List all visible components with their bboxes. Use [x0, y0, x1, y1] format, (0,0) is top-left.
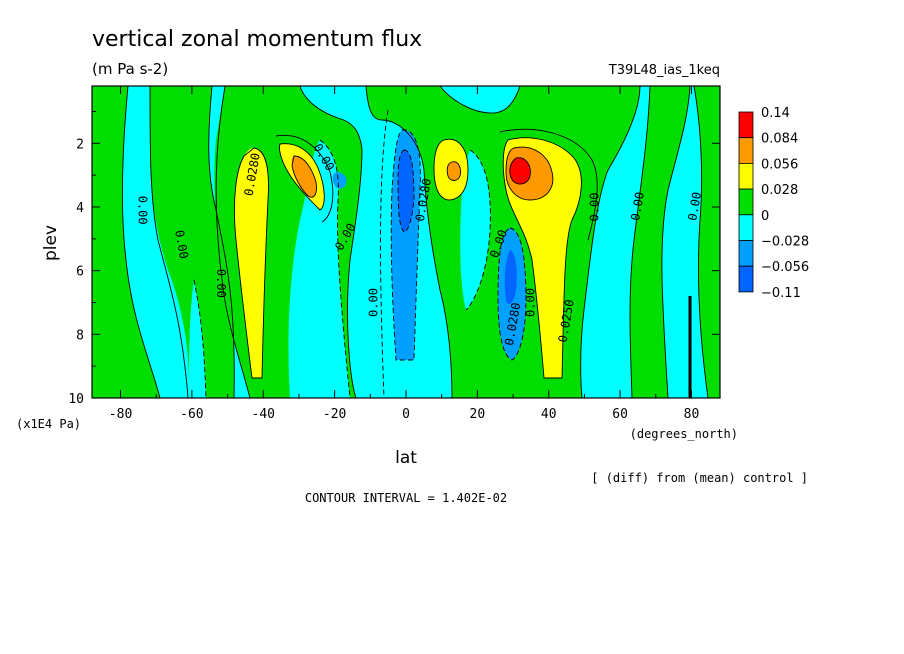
- colorbar-level-label: −0.056: [761, 260, 809, 275]
- colorbar-swatch: [738, 265, 754, 293]
- units-label: (m Pa s-2): [92, 60, 168, 78]
- contour-label: 0.00: [588, 193, 602, 222]
- contour-line: [439, 86, 521, 114]
- contour-label: 0.00: [366, 288, 380, 317]
- colorbar-swatch: [738, 162, 754, 190]
- contour-line: [433, 138, 469, 201]
- contour-line: [502, 137, 582, 379]
- contour-line: [497, 227, 527, 361]
- colorbar-swatch: [738, 111, 754, 139]
- colorbar-level-label: 0: [761, 209, 769, 224]
- contour-line: [390, 129, 421, 361]
- y-tick-label: 4: [76, 201, 84, 216]
- x-axis-label: lat: [395, 448, 417, 468]
- region-orange-28s: [291, 156, 317, 198]
- region-green-south-edge: [92, 86, 160, 398]
- x-tick-label: -80: [109, 407, 132, 422]
- region-orange-12n-core: [447, 161, 461, 181]
- contour-line: [505, 146, 554, 201]
- plot-area: 0.02800.000.000.000.000.000.000.02800.00…: [92, 86, 720, 398]
- x-tick-label: 80: [684, 407, 700, 422]
- contour-label: 0.00: [214, 269, 228, 298]
- contour-line: [397, 149, 415, 233]
- contour-line: [121, 86, 161, 398]
- x-tick-label: -60: [180, 407, 203, 422]
- contour-line: [661, 86, 691, 398]
- contour-label: 0.00: [628, 191, 647, 222]
- negative-contour-lines: [193, 109, 527, 398]
- run-label: T39L48_ias_1keq: [608, 63, 720, 78]
- colorbar-level-label: −0.11: [761, 286, 801, 301]
- contour-line: [319, 139, 351, 398]
- contour-label: 0.00: [685, 191, 704, 222]
- x-tick-label: 0: [402, 407, 410, 422]
- y-tick-label: 8: [76, 328, 84, 343]
- colorbar-level-label: 0.056: [761, 157, 798, 172]
- colorbar-level-label: −0.028: [761, 235, 809, 250]
- contour-line: [291, 155, 317, 198]
- colorbar: 0.14 0.084 0.056 0.028 0 −0.028 −0.056 −0.11: [738, 106, 809, 301]
- y-tick-label: 6: [76, 265, 84, 280]
- colorbar-level-label: 0.084: [761, 132, 798, 147]
- x-tick-label: -20: [323, 407, 346, 422]
- x-tick-label: 40: [541, 407, 557, 422]
- contour-interval-label: CONTOUR INTERVAL = 1.402E-02: [305, 491, 507, 505]
- y-axis-units: (x1E4 Pa): [16, 417, 81, 431]
- contour-line: [465, 149, 491, 311]
- contour-line: [693, 86, 709, 398]
- comparison-note: [ (diff) from (mean) control ]: [591, 471, 808, 485]
- colorbar-level-label: 0.14: [761, 106, 790, 121]
- region-yellow-40s: [234, 148, 269, 378]
- colorbar-swatch: [738, 137, 754, 164]
- contour-line: [499, 128, 598, 241]
- region-green-south-mid: [150, 86, 235, 398]
- contour-line: [279, 143, 325, 211]
- x-axis-units: (degrees_north): [630, 427, 738, 441]
- chart-title: vertical zonal momentum flux: [92, 27, 422, 52]
- contour-line: [380, 109, 389, 398]
- contour-label: 0.00: [172, 229, 191, 260]
- contour-line: [580, 86, 641, 398]
- contour-line: [446, 161, 461, 181]
- contour-line: [149, 86, 189, 398]
- region-red-35n: [509, 157, 531, 184]
- dark-blue-regions: [398, 150, 517, 305]
- contour-label: 0.00: [135, 196, 149, 225]
- contour-line: [234, 147, 269, 379]
- contour-line: [299, 86, 363, 398]
- contour-lines: [121, 86, 709, 398]
- y-tick-label: 10: [68, 392, 84, 407]
- contour-line: [275, 134, 334, 223]
- contour-label: 0.00: [523, 288, 537, 317]
- colorbar-swatch: [738, 214, 754, 241]
- region-darkblue-equator: [398, 150, 414, 232]
- region-green-north-band: [630, 86, 690, 398]
- x-tick-label: -40: [252, 407, 275, 422]
- y-tick-label: 2: [76, 137, 84, 152]
- colorbar-level-label: 0.028: [761, 183, 798, 198]
- x-tick-label: 20: [470, 407, 486, 422]
- contour-line: [193, 279, 207, 398]
- axes: -80 -60 -40 -20 0 20 40 60 80 2 4 6 8 10: [68, 86, 720, 422]
- region-negative-south-column: [188, 280, 206, 398]
- colorbar-swatch: [738, 240, 754, 267]
- x-tick-label: 60: [612, 407, 628, 422]
- colorbar-swatch: [738, 188, 754, 216]
- region-darkblue-30n: [504, 250, 517, 305]
- region-negative-20s: [288, 140, 350, 398]
- region-negative-10n: [460, 150, 491, 310]
- contour-line: [629, 86, 651, 398]
- negative-pockets: [188, 140, 491, 398]
- region-midblue-small: [332, 172, 347, 189]
- contour-line: [509, 157, 531, 185]
- contour-line: [365, 86, 453, 398]
- contour-line: [215, 86, 251, 398]
- y-axis-label: plev: [41, 225, 61, 261]
